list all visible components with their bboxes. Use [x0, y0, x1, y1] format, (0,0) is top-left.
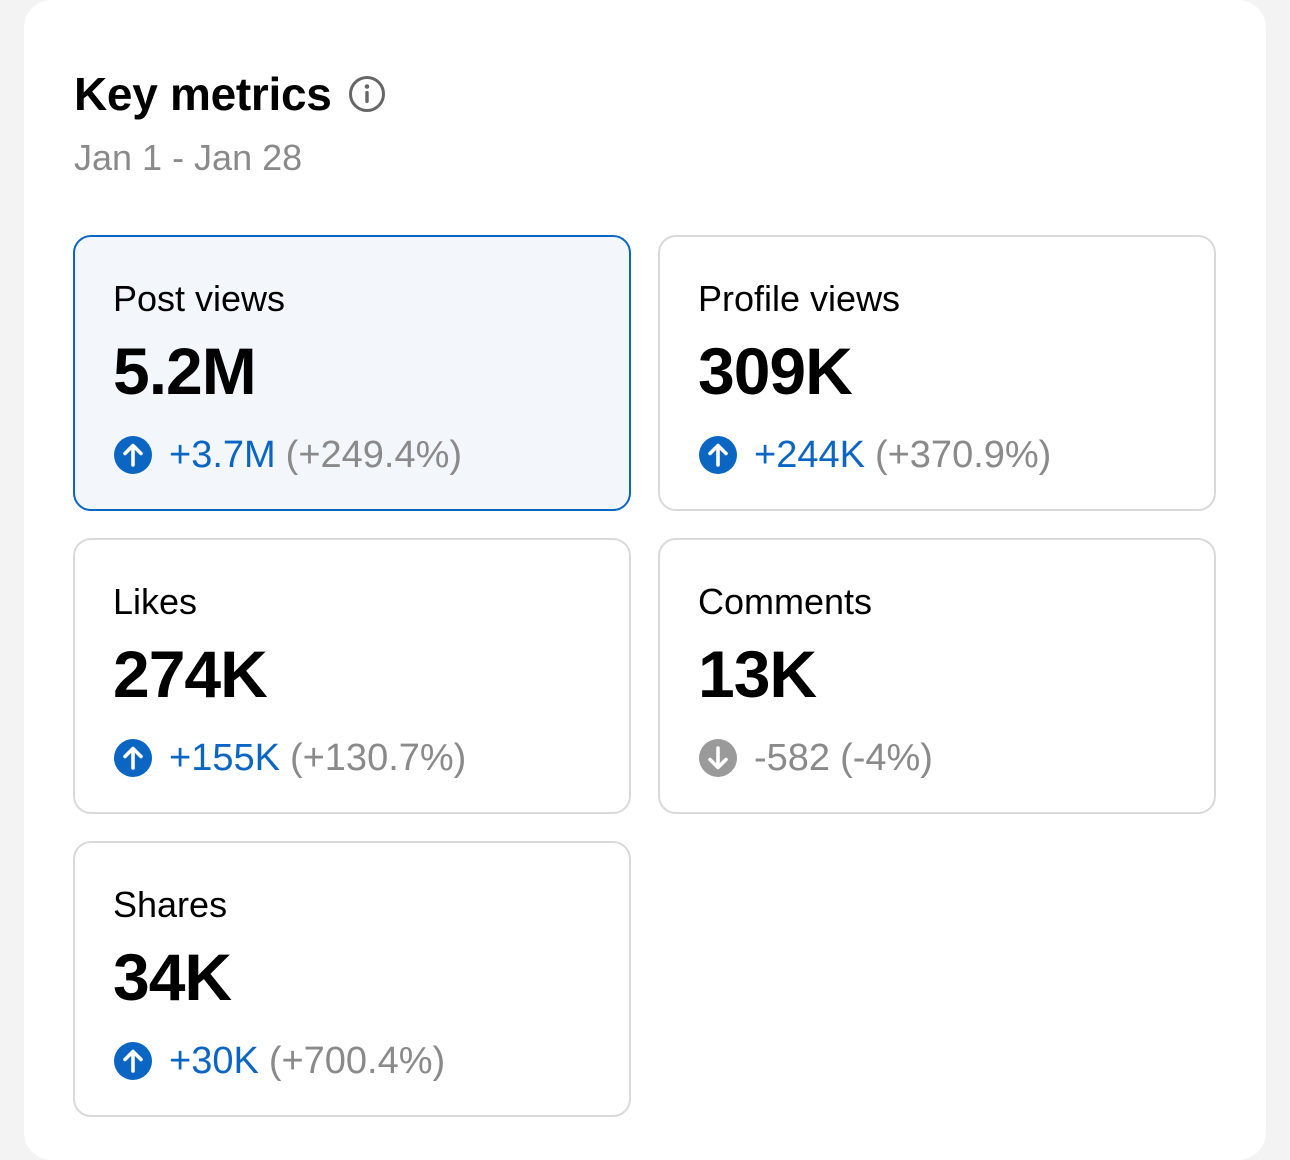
page-title: Key metrics — [74, 68, 332, 120]
metric-card-post-views[interactable]: Post views 5.2M +3.7M (+249.4%) — [73, 235, 631, 511]
metric-label: Likes — [113, 581, 198, 622]
metric-change: +3.7M (+249.4%) — [113, 433, 462, 477]
metric-change: +30K (+700.4%) — [113, 1039, 445, 1083]
metric-label: Post views — [113, 278, 286, 319]
arrow-up-circle-icon — [113, 1041, 153, 1081]
arrow-up-circle-icon — [698, 435, 738, 475]
metric-card-likes[interactable]: Likes 274K +155K (+130.7%) — [73, 538, 631, 814]
metric-value: 309K — [698, 334, 853, 408]
metric-delta: +155K — [169, 737, 280, 779]
metric-delta: +244K — [754, 434, 865, 476]
metric-percent: (+370.9%) — [874, 434, 1052, 476]
metric-label: Profile views — [698, 278, 901, 319]
date-range: Jan 1 - Jan 28 — [74, 137, 303, 178]
metric-delta: +3.7M — [169, 434, 276, 476]
metric-value: 274K — [113, 637, 268, 711]
metric-percent: (+249.4%) — [285, 434, 463, 476]
metric-value: 13K — [698, 637, 817, 711]
arrow-up-circle-icon — [113, 738, 153, 778]
metric-delta: -582 — [754, 737, 831, 779]
title-row: Key metrics — [74, 64, 386, 124]
key-metrics-header: Key metrics Jan 1 - Jan 28 — [74, 64, 386, 180]
info-icon[interactable] — [348, 75, 386, 113]
metric-value: 5.2M — [113, 334, 257, 408]
metric-delta: +30K — [169, 1040, 259, 1082]
metric-change: +244K (+370.9%) — [698, 433, 1051, 477]
metric-card-comments[interactable]: Comments 13K -582 (-4%) — [658, 538, 1216, 814]
metric-label: Comments — [698, 581, 873, 622]
arrow-down-circle-icon — [698, 738, 738, 778]
metric-change: +155K (+130.7%) — [113, 736, 466, 780]
metric-card-profile-views[interactable]: Profile views 309K +244K (+370.9%) — [658, 235, 1216, 511]
metric-percent: (+130.7%) — [289, 737, 467, 779]
metric-card-shares[interactable]: Shares 34K +30K (+700.4%) — [73, 841, 631, 1117]
metric-label: Shares — [113, 884, 228, 925]
arrow-up-circle-icon — [113, 435, 153, 475]
metric-percent: (+700.4%) — [268, 1040, 446, 1082]
metric-value: 34K — [113, 940, 232, 1014]
metric-change: -582 (-4%) — [698, 736, 933, 780]
metric-percent: (-4%) — [840, 737, 933, 779]
